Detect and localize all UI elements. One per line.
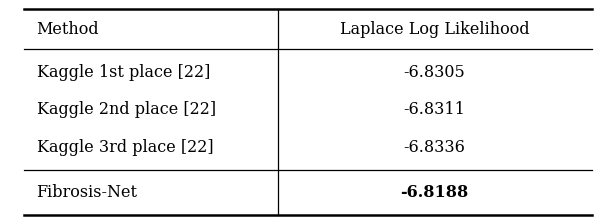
Text: Fibrosis-Net: Fibrosis-Net	[37, 184, 138, 201]
Text: Kaggle 2nd place [22]: Kaggle 2nd place [22]	[37, 101, 216, 118]
Text: Kaggle 1st place [22]: Kaggle 1st place [22]	[37, 64, 210, 81]
Text: -6.8336: -6.8336	[404, 139, 465, 156]
Text: -6.8311: -6.8311	[404, 101, 465, 118]
Text: -6.8305: -6.8305	[404, 64, 465, 81]
Text: Kaggle 3rd place [22]: Kaggle 3rd place [22]	[37, 139, 213, 156]
Text: Method: Method	[37, 21, 99, 38]
Text: -6.8188: -6.8188	[401, 184, 468, 201]
Text: Laplace Log Likelihood: Laplace Log Likelihood	[340, 21, 529, 38]
